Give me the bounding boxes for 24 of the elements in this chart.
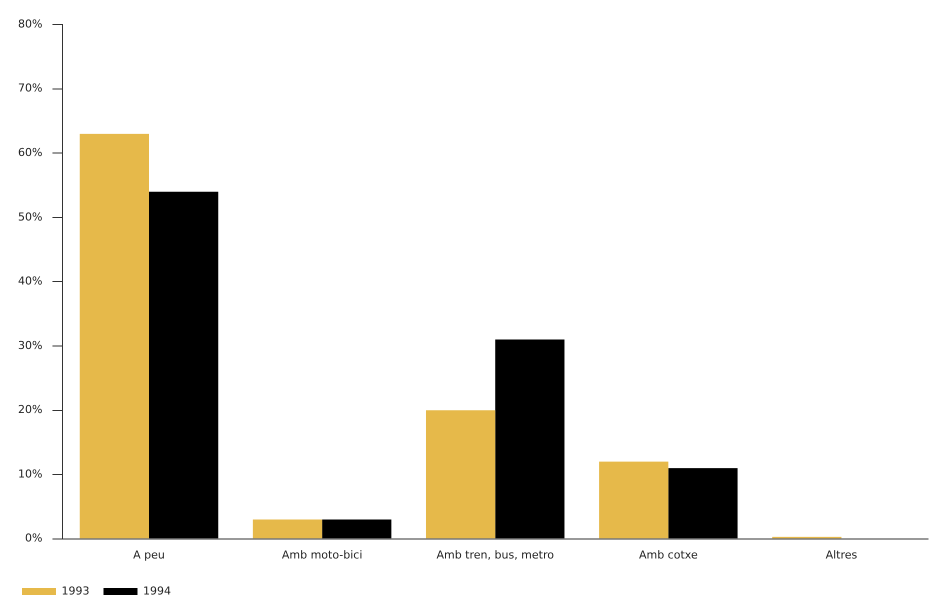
legend-label: 1994 [142,584,171,598]
x-tick-label: Altres [826,548,858,562]
x-tick-label: A peu [133,548,165,562]
legend-label: 1993 [62,584,90,598]
y-tick-label: 50% [18,210,42,224]
bar [495,340,564,538]
y-tick-label: 10% [18,467,42,480]
bar [322,520,392,538]
y-tick-label: 60% [18,146,42,160]
bar [599,462,668,538]
bar [80,134,150,538]
y-tick-label: 70% [18,82,42,95]
x-tick-label: Amb tren, bus, metro [436,548,554,562]
x-tick-label: Amb cotxe [638,548,698,562]
x-tick-label: Amb moto-bici [282,548,362,562]
y-tick-label: 0% [24,532,42,545]
y-tick-label: 30% [18,338,42,352]
bar [252,520,322,538]
y-tick-label: 40% [18,274,42,288]
bar [668,468,738,538]
y-tick-label: 20% [18,403,42,416]
bar [426,410,496,538]
bar [149,192,218,538]
y-tick-label: 80% [18,17,42,30]
